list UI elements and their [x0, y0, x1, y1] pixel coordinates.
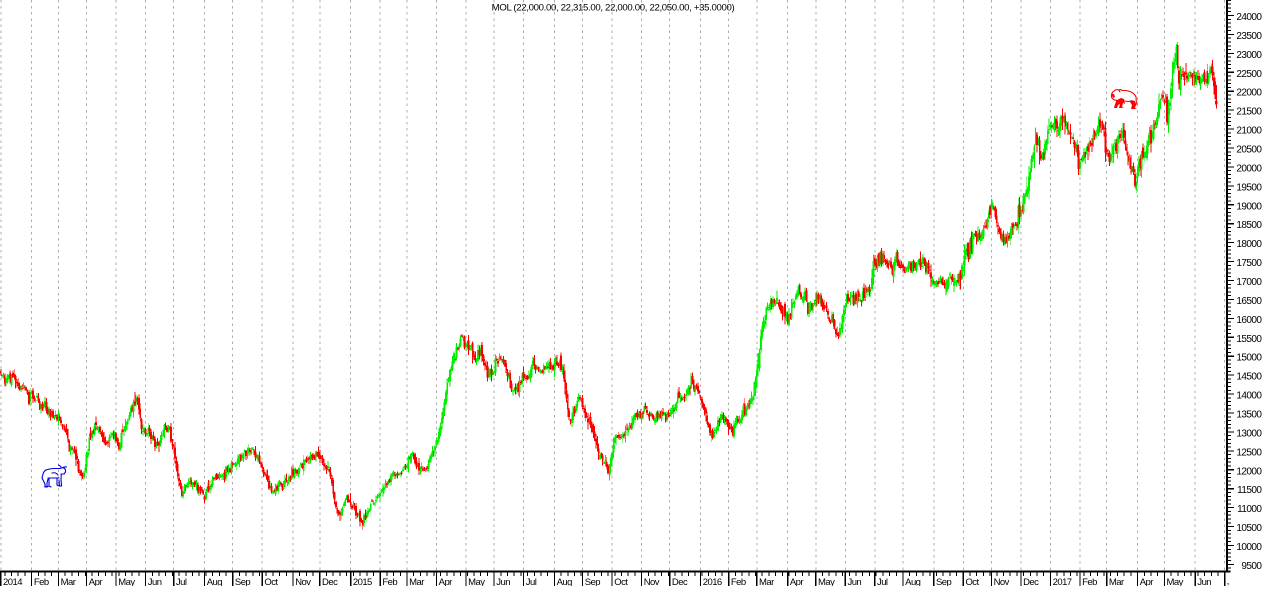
svg-text:16000: 16000	[1236, 315, 1262, 326]
svg-text:10500: 10500	[1236, 523, 1262, 534]
svg-text:May: May	[1167, 577, 1184, 586]
svg-text:9500: 9500	[1241, 561, 1262, 572]
svg-text:May: May	[468, 577, 485, 586]
svg-text:Feb: Feb	[1082, 577, 1097, 586]
svg-text:Feb: Feb	[731, 577, 746, 586]
svg-text:Sep: Sep	[585, 577, 601, 586]
svg-text:2015: 2015	[353, 577, 372, 586]
svg-text:15000: 15000	[1236, 353, 1262, 364]
svg-text:Mar: Mar	[409, 577, 424, 586]
svg-text:15500: 15500	[1236, 334, 1262, 345]
svg-text:12000: 12000	[1236, 466, 1262, 477]
svg-text:2016: 2016	[703, 577, 722, 586]
svg-text:Nov: Nov	[644, 577, 660, 586]
svg-text:Dec: Dec	[672, 577, 688, 586]
svg-text:14000: 14000	[1236, 391, 1262, 402]
svg-text:Oct: Oct	[614, 577, 628, 586]
svg-text:Sep: Sep	[936, 577, 952, 586]
svg-text:11500: 11500	[1237, 485, 1262, 496]
svg-text:Dec: Dec	[322, 577, 338, 586]
svg-text:23000: 23000	[1236, 50, 1262, 61]
svg-text:2017: 2017	[1053, 577, 1072, 586]
svg-text:20000: 20000	[1236, 163, 1262, 174]
svg-text:Jul: Jul	[877, 577, 888, 586]
svg-text:Nov: Nov	[295, 577, 311, 586]
svg-text:Aug: Aug	[557, 577, 573, 586]
svg-text:Apr: Apr	[89, 577, 103, 586]
svg-text:Jun: Jun	[848, 577, 862, 586]
svg-text:Oct: Oct	[264, 577, 278, 586]
svg-text:Apr: Apr	[1140, 577, 1154, 586]
svg-text:Apr: Apr	[439, 577, 453, 586]
svg-text:18500: 18500	[1236, 220, 1262, 231]
svg-text:Jul: Jul	[176, 577, 187, 586]
svg-text:Jun: Jun	[496, 577, 510, 586]
svg-text:May: May	[818, 577, 835, 586]
svg-text:19500: 19500	[1236, 182, 1262, 193]
svg-text:Oct: Oct	[965, 577, 979, 586]
svg-text:23500: 23500	[1236, 31, 1262, 42]
svg-text:21500: 21500	[1236, 107, 1262, 118]
svg-text:17500: 17500	[1236, 258, 1262, 269]
svg-text:16500: 16500	[1236, 296, 1262, 307]
svg-text:Feb: Feb	[34, 577, 49, 586]
svg-text:Mar: Mar	[759, 577, 774, 586]
svg-text:20500: 20500	[1236, 145, 1262, 156]
svg-text:24000: 24000	[1236, 12, 1262, 23]
svg-text:22000: 22000	[1236, 88, 1262, 99]
svg-text:Dec: Dec	[1023, 577, 1039, 586]
svg-text:Mar: Mar	[1109, 577, 1124, 586]
svg-text:18000: 18000	[1236, 239, 1262, 250]
svg-text:Aug: Aug	[207, 577, 223, 586]
svg-text:12500: 12500	[1236, 447, 1262, 458]
svg-text:Mar: Mar	[61, 577, 76, 586]
svg-text:Nov: Nov	[994, 577, 1010, 586]
svg-text:14500: 14500	[1236, 372, 1262, 383]
svg-text:13500: 13500	[1236, 410, 1262, 421]
svg-text:Apr: Apr	[790, 577, 804, 586]
svg-text:Jul: Jul	[526, 577, 537, 586]
svg-text:,: ,	[1227, 576, 1230, 586]
svg-text:21000: 21000	[1236, 126, 1262, 137]
svg-text:MOL (22,000.00, 22,315.00, 22,: MOL (22,000.00, 22,315.00, 22,000.00, 22…	[492, 3, 735, 14]
svg-text:11000: 11000	[1237, 504, 1262, 515]
svg-text:10000: 10000	[1236, 542, 1262, 553]
svg-text:May: May	[118, 577, 135, 586]
svg-text:Feb: Feb	[382, 577, 397, 586]
svg-text:Aug: Aug	[905, 577, 921, 586]
svg-text:22500: 22500	[1236, 69, 1262, 80]
svg-text:Sep: Sep	[235, 577, 251, 586]
svg-text:2014: 2014	[3, 577, 22, 586]
svg-text:Jun: Jun	[1197, 577, 1211, 586]
svg-text:17000: 17000	[1236, 277, 1262, 288]
svg-text:Jun: Jun	[148, 577, 162, 586]
svg-text:19000: 19000	[1236, 201, 1262, 212]
svg-text:13000: 13000	[1236, 428, 1262, 439]
